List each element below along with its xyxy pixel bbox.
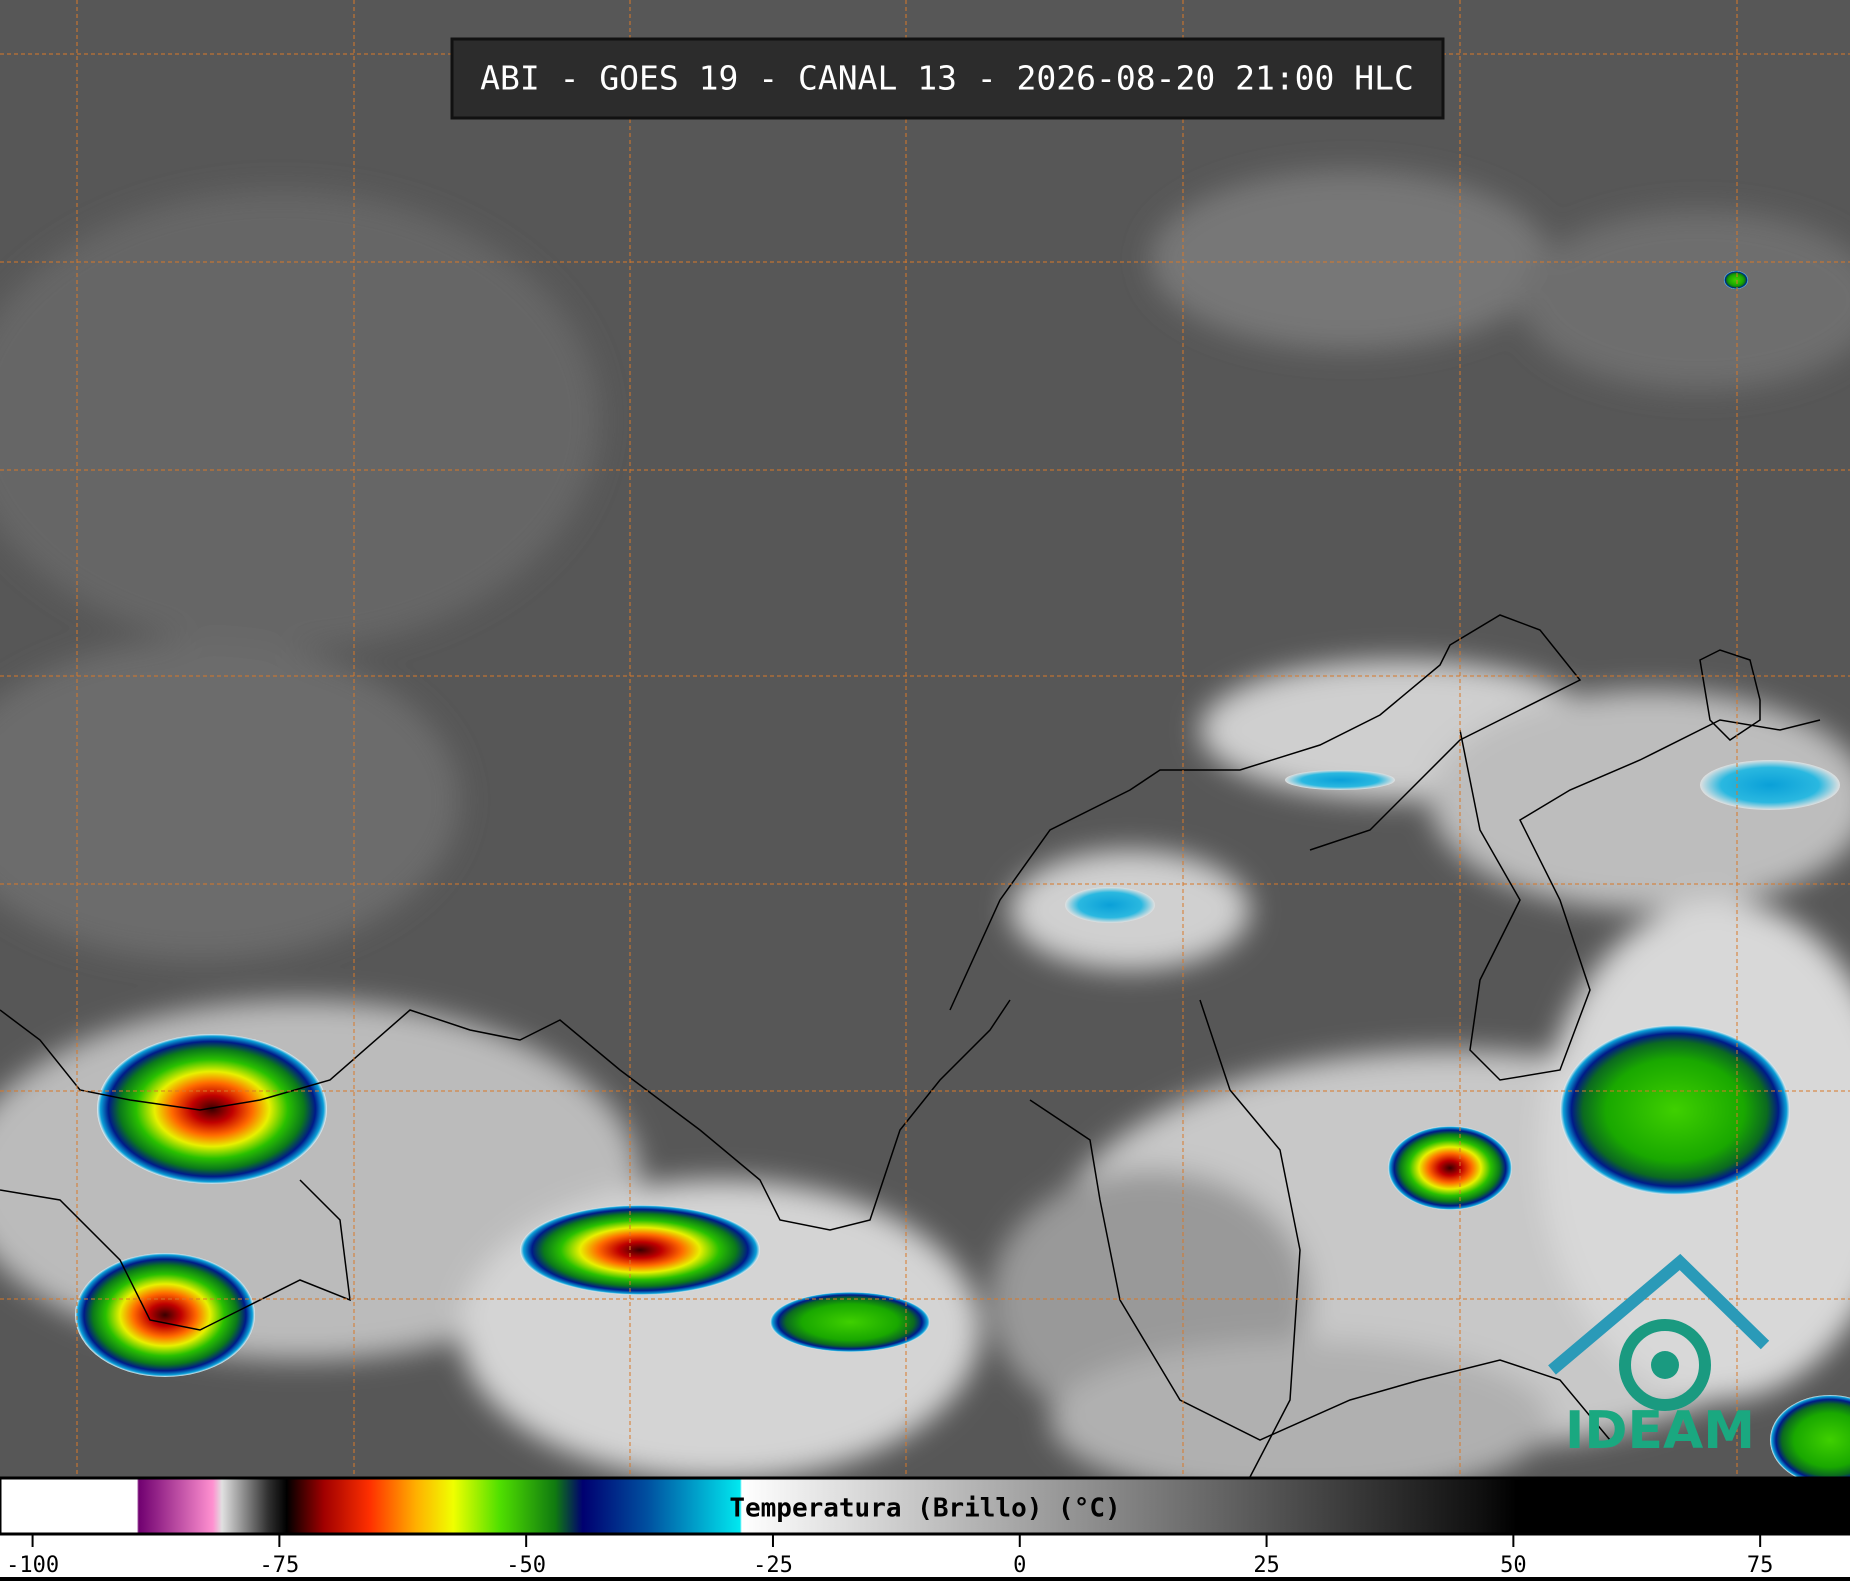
tick-label: -25 bbox=[753, 1553, 793, 1577]
coastlines bbox=[0, 614, 1821, 1478]
logo: IDEAM bbox=[1548, 1253, 1770, 1461]
colorbar bbox=[0, 1476, 1850, 1536]
tick-label: 75 bbox=[1747, 1553, 1774, 1577]
title-box bbox=[450, 37, 1445, 120]
tick-label: -100 bbox=[6, 1553, 59, 1577]
tick-label: 50 bbox=[1500, 1553, 1527, 1577]
storms bbox=[75, 271, 1850, 1485]
tick-label: 25 bbox=[1253, 1553, 1280, 1577]
logo-text: IDEAM bbox=[1565, 1401, 1755, 1461]
title: ABI - GOES 19 - CANAL 13 - 2026-08-20 21… bbox=[480, 59, 1414, 98]
clouds bbox=[0, 170, 1850, 1500]
tick-label: 0 bbox=[1013, 1553, 1026, 1577]
colorbar-label: Temperatura (Brillo) (°C) bbox=[729, 1494, 1120, 1524]
colorbar-ticks: -100 -75 -50 -25 0 25 50 75 bbox=[6, 1535, 1774, 1578]
graticule bbox=[0, 0, 1850, 1477]
tick-label: -75 bbox=[260, 1553, 300, 1577]
tick-label: -50 bbox=[506, 1553, 546, 1577]
